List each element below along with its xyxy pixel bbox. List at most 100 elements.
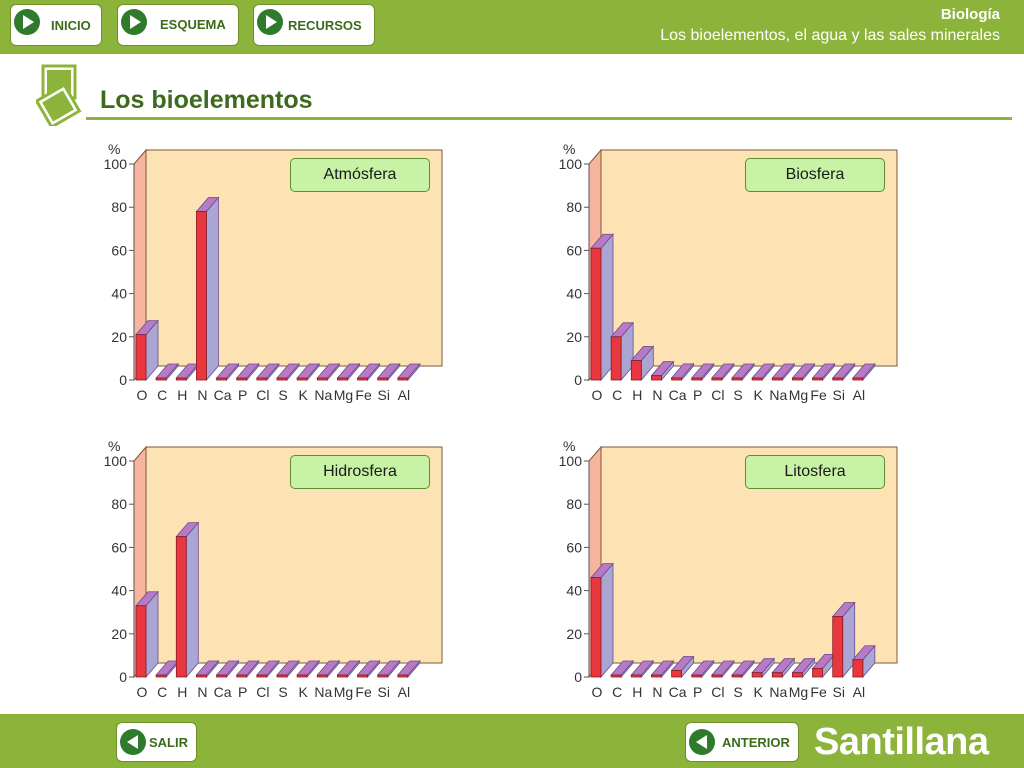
bar-P — [690, 362, 715, 382]
recursos-label: RECURSOS — [288, 18, 362, 33]
bar-front — [316, 674, 328, 678]
play-right-icon — [121, 9, 147, 35]
x-tick-label: P — [693, 684, 702, 700]
recursos-button[interactable]: RECURSOS — [253, 4, 375, 46]
x-tick-label: P — [693, 387, 702, 403]
salir-button[interactable]: SALIR — [116, 722, 197, 762]
bar-front — [216, 674, 227, 678]
x-tick-label: C — [612, 387, 622, 403]
bar-Cl — [255, 362, 280, 382]
x-tick-label: Na — [314, 387, 332, 403]
y-tick-label: 0 — [574, 372, 582, 388]
play-right-icon — [257, 9, 283, 35]
x-tick-label: Na — [769, 684, 787, 700]
bar-Ca — [670, 655, 695, 679]
bar-front — [397, 674, 409, 678]
bar-O — [135, 590, 159, 679]
bar-Cl — [255, 659, 280, 679]
bar-front — [711, 674, 723, 678]
bar-P — [235, 659, 260, 679]
bar-front — [610, 674, 622, 678]
x-tick-label: N — [652, 387, 662, 403]
bar-front — [771, 377, 783, 381]
x-tick-label: P — [238, 387, 247, 403]
y-tick-label: 100 — [559, 453, 583, 469]
bar-Al — [851, 362, 876, 382]
y-tick-label: 60 — [111, 539, 127, 555]
x-tick-label: Si — [377, 684, 389, 700]
y-tick-label: 0 — [574, 669, 582, 685]
bar-H — [175, 362, 200, 382]
x-tick-label: K — [753, 387, 763, 403]
bar-front — [337, 377, 348, 381]
bar-Ca — [215, 659, 240, 679]
bar-S — [731, 362, 755, 382]
y-tick-label: 20 — [566, 329, 582, 345]
esquema-button[interactable]: ESQUEMA — [117, 4, 239, 46]
bar-Mg — [791, 362, 816, 382]
x-tick-label: Cl — [256, 387, 269, 403]
y-tick-label: 100 — [104, 453, 128, 469]
bar-front — [155, 674, 167, 678]
bar-Mg — [336, 362, 361, 382]
bar-front — [236, 377, 248, 381]
bar-S — [276, 659, 300, 679]
bar-C — [155, 362, 180, 382]
x-tick-label: N — [652, 684, 662, 700]
chart-title-hidrosfera: Hidrosfera — [290, 455, 430, 489]
x-tick-label: Mg — [334, 387, 353, 403]
y-tick-label: 40 — [111, 286, 127, 302]
bar-front — [216, 377, 227, 381]
bar-front — [397, 377, 409, 381]
y-tick-label: 80 — [111, 199, 127, 215]
bar-Mg — [791, 657, 816, 679]
y-tick-label: 40 — [111, 583, 127, 599]
y-tick-label: 80 — [111, 496, 127, 512]
bar-Ca — [670, 362, 695, 382]
y-tick-label: 0 — [119, 372, 127, 388]
x-tick-label: H — [177, 684, 187, 700]
anterior-button[interactable]: ANTERIOR — [685, 722, 799, 762]
bar-N — [195, 196, 220, 382]
bar-front — [852, 659, 864, 678]
x-tick-label: Al — [853, 684, 865, 700]
chart-title-atmosfera: Atmósfera — [290, 158, 430, 192]
chart-biosfera: 0 20 40 60 80 100% O C H N Ca P Cl S K Na Mg Fe Si Al Biosf… — [555, 132, 905, 407]
x-tick-label: Si — [377, 387, 389, 403]
bar-front — [256, 674, 268, 678]
x-tick-label: C — [612, 684, 622, 700]
bar-front — [691, 377, 703, 381]
y-tick-label: 0 — [119, 669, 127, 685]
bar-front — [276, 674, 288, 678]
bar-front — [630, 360, 642, 381]
page-title: Los bioelementos — [100, 86, 313, 114]
bar-front — [135, 334, 147, 381]
chart-litosfera: 0 20 40 60 80 100% O C H N Ca P Cl S K Na Mg Fe Si Al Litos… — [555, 429, 905, 704]
bar-front — [691, 674, 703, 678]
bar-Si — [831, 601, 856, 679]
play-left-icon — [120, 729, 146, 755]
y-axis-label: % — [563, 438, 575, 454]
bar-Cl — [710, 659, 735, 679]
bar-Si — [376, 362, 401, 382]
x-tick-label: N — [197, 387, 207, 403]
bar-front — [792, 377, 803, 381]
bar-front — [196, 211, 207, 381]
inicio-button[interactable]: INICIO — [10, 4, 102, 46]
x-tick-label: H — [632, 684, 642, 700]
bar-front — [135, 605, 147, 678]
bar-side — [206, 196, 219, 382]
bar-front — [771, 672, 783, 678]
y-tick-label: 80 — [566, 496, 582, 512]
x-tick-label: Ca — [669, 387, 687, 403]
bar-Na — [771, 657, 796, 679]
x-tick-label: Cl — [256, 684, 269, 700]
bar-P — [690, 659, 715, 679]
x-tick-label: S — [733, 387, 742, 403]
bar-front — [337, 674, 348, 678]
chart-hidrosfera: 0 20 40 60 80 100% O C H N Ca P Cl S K Na Mg Fe Si Al Hidro… — [100, 429, 450, 704]
bar-front — [175, 536, 187, 678]
x-tick-label: Mg — [334, 684, 353, 700]
bar-C — [610, 659, 635, 679]
x-tick-label: C — [157, 684, 167, 700]
